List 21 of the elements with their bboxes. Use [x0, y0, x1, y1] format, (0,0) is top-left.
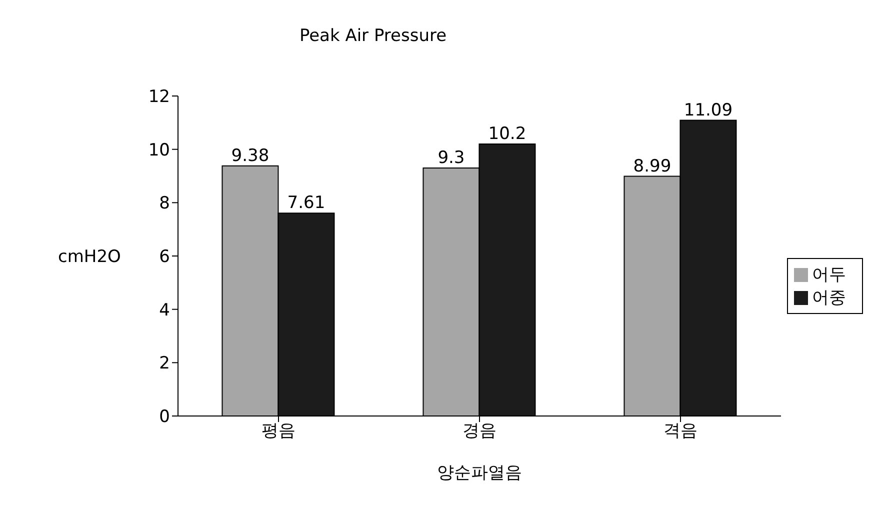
x-tick-label: 격음: [664, 421, 698, 442]
data-label: 8.99: [633, 156, 672, 176]
x-axis-title: 양순파열음: [437, 463, 522, 484]
y-tick-label: 12: [148, 87, 170, 108]
data-label: 11.09: [684, 100, 733, 120]
legend-label: 어두: [812, 265, 846, 285]
y-tick-label: 2: [159, 354, 170, 374]
data-label: 10.2: [488, 124, 526, 144]
y-axis-title: cmH2O: [58, 247, 121, 268]
data-label: 9.38: [231, 146, 270, 166]
data-label: 9.3: [438, 148, 465, 168]
y-tick-label: 8: [159, 194, 170, 214]
x-tick-label: 평음: [262, 421, 296, 442]
y-tick-label: 6: [159, 247, 170, 268]
data-label: 7.61: [287, 193, 326, 214]
chart-title: Peak Air Pressure: [298, 25, 448, 48]
y-tick-label: 10: [148, 140, 170, 160]
x-tick-label: 경음: [462, 421, 496, 442]
y-tick-label: 0: [159, 407, 170, 428]
legend-label: 어중: [812, 288, 846, 308]
y-tick-label: 4: [159, 300, 170, 320]
